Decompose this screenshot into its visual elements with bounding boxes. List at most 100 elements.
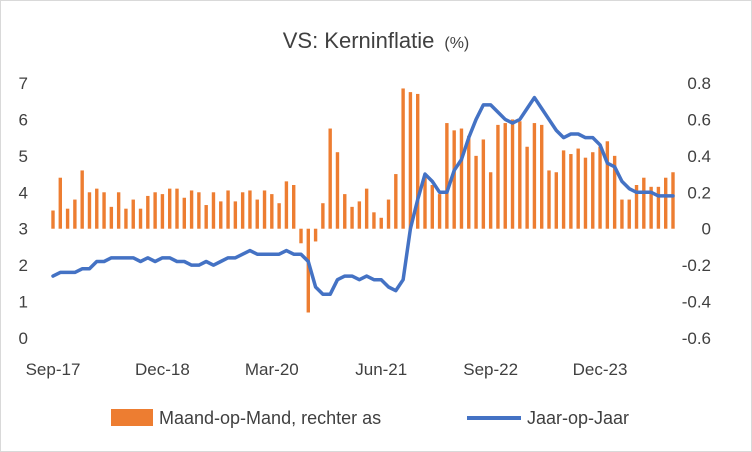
bar <box>270 194 274 229</box>
x-tick-label: Sep-17 <box>26 360 81 379</box>
bar <box>233 201 238 229</box>
right-tick-label: 0.4 <box>687 147 711 166</box>
x-axis-ticks: Sep-17 Dec-18 Mar-20 Jun-21 Sep-22 Dec-23 <box>26 360 628 379</box>
bar <box>401 88 405 229</box>
chart-title-unit: (%) <box>444 35 469 52</box>
bar <box>175 188 179 229</box>
bar <box>240 192 245 229</box>
bar <box>219 201 223 229</box>
bar <box>671 172 675 229</box>
bar <box>255 199 259 229</box>
bar <box>598 146 602 229</box>
bar <box>73 199 77 229</box>
bar <box>124 208 128 229</box>
bar <box>620 199 624 229</box>
x-tick-label: Dec-23 <box>573 360 628 379</box>
bar <box>554 172 558 229</box>
bar <box>649 186 653 229</box>
bar <box>437 194 442 229</box>
series-line <box>51 95 675 297</box>
bar <box>95 188 99 229</box>
bar <box>65 208 70 229</box>
bar <box>248 190 252 229</box>
bar <box>153 192 157 229</box>
bar <box>335 152 340 229</box>
bar <box>664 177 668 229</box>
bar <box>430 185 434 229</box>
bar <box>58 177 62 229</box>
bar <box>284 181 289 229</box>
right-axis-ticks: -0.6 -0.4 -0.2 0 0.2 0.4 0.6 0.8 <box>682 74 711 348</box>
bar <box>182 197 186 229</box>
bar <box>503 123 507 229</box>
bar <box>80 170 84 229</box>
bar <box>87 192 92 229</box>
bar <box>131 199 135 229</box>
right-tick-label: -0.2 <box>682 256 711 275</box>
bar <box>313 228 318 242</box>
bar <box>277 203 281 229</box>
x-tick-label: Mar-20 <box>245 360 299 379</box>
left-tick-label: 5 <box>19 147 28 166</box>
bar <box>525 146 529 229</box>
bar <box>452 130 456 229</box>
left-tick-label: 0 <box>19 329 28 348</box>
right-tick-label: -0.4 <box>682 293 711 312</box>
left-tick-label: 2 <box>19 256 28 275</box>
bar <box>569 154 573 229</box>
bar <box>488 172 493 229</box>
bar <box>306 228 310 313</box>
bar <box>226 190 230 229</box>
bar <box>350 206 354 229</box>
bar <box>656 186 661 229</box>
bar <box>416 93 420 229</box>
bar <box>116 192 121 229</box>
left-axis-ticks: 0 1 2 3 4 5 6 7 <box>19 74 28 348</box>
bar <box>445 123 449 229</box>
bar <box>160 194 165 229</box>
bar <box>262 190 267 229</box>
chart-title-main: VS: Kerninflatie <box>283 28 435 53</box>
bar <box>540 124 544 229</box>
bar <box>459 128 464 229</box>
bar <box>467 135 471 229</box>
bar <box>102 192 106 229</box>
bar <box>532 123 537 229</box>
bar <box>547 170 551 229</box>
bar <box>408 92 413 229</box>
bar <box>481 139 486 229</box>
bar <box>379 217 383 229</box>
bar <box>138 208 143 229</box>
bar <box>189 190 194 229</box>
left-tick-label: 6 <box>19 110 28 129</box>
legend: Maand-op-Mand, rechter as Jaar-op-Jaar <box>111 408 629 428</box>
bar <box>496 124 500 229</box>
bar <box>197 192 201 229</box>
legend-bar-swatch <box>111 409 153 426</box>
x-tick-label: Sep-22 <box>463 360 518 379</box>
bar <box>109 206 114 229</box>
bar <box>343 194 347 229</box>
bar <box>328 128 332 229</box>
right-tick-label: 0.6 <box>687 110 711 129</box>
bar <box>168 188 172 229</box>
bar <box>146 195 150 229</box>
chart-title: VS: Kerninflatie (%) <box>283 28 470 53</box>
bar <box>474 155 478 229</box>
right-tick-label: 0.2 <box>687 183 711 202</box>
right-tick-label: -0.6 <box>682 329 711 348</box>
line-series <box>51 95 675 297</box>
right-tick-label: 0 <box>702 220 711 239</box>
bar <box>364 188 369 229</box>
bar <box>612 155 617 229</box>
bar <box>292 185 296 229</box>
bar <box>386 199 391 229</box>
bar <box>591 152 595 229</box>
right-tick-label: 0.8 <box>687 74 711 93</box>
legend-line-label: Jaar-op-Jaar <box>527 408 629 428</box>
left-tick-label: 4 <box>19 183 28 202</box>
bar <box>605 141 610 229</box>
bar <box>394 174 398 229</box>
bar <box>642 177 646 229</box>
